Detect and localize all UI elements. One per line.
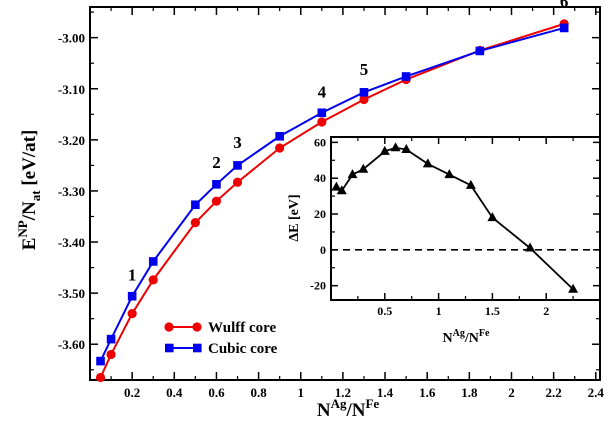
inset-data-point	[568, 283, 579, 293]
inset-x-tick-label: 1.5	[485, 304, 500, 318]
x-tick-label: 1.8	[461, 385, 478, 400]
data-point	[475, 46, 485, 56]
x-tick-label: 1.4	[377, 385, 394, 400]
y-tick-label: -3.60	[58, 337, 85, 352]
inset-x-axis-label-sup2: Fe	[479, 328, 490, 339]
x-tick-label: 2.2	[546, 385, 562, 400]
point-annotation: 2	[212, 153, 221, 172]
y-axis-label-sep: /N	[19, 201, 40, 221]
data-point	[96, 356, 105, 366]
inset-x-axis-label-base: N	[443, 331, 453, 346]
inset-data-point	[358, 163, 369, 173]
inset-y-tick-label: 60	[314, 135, 326, 149]
point-annotation: 1	[128, 265, 137, 284]
inset-data-point	[465, 179, 476, 189]
x-tick-label: 1	[297, 385, 304, 400]
inset-data-point	[331, 181, 342, 191]
inset-data-point	[347, 169, 358, 179]
point-annotation: 6	[560, 0, 569, 11]
y-tick-label: -3.50	[58, 286, 85, 301]
data-point	[148, 257, 158, 266]
data-point	[211, 196, 222, 206]
data-point	[95, 372, 106, 383]
inset-x-tick-label: 2	[543, 304, 549, 318]
inset-x-axis-label-sup: Ag	[453, 328, 465, 339]
data-point	[148, 275, 158, 285]
x-axis-label: NAg/NFe	[317, 396, 380, 421]
data-point	[401, 72, 411, 81]
inset-data-point	[525, 242, 536, 252]
x-tick-label: 2	[508, 385, 515, 400]
x-tick-label: 2.4	[588, 385, 605, 400]
data-point	[127, 308, 137, 319]
data-point	[275, 143, 285, 153]
y-tick-label: -3.40	[58, 235, 85, 250]
y-axis-label-unit: [eV/at]	[19, 130, 40, 191]
y-tick-label: -3.00	[58, 31, 85, 46]
x-tick-label: 0.6	[208, 385, 225, 400]
inset-data-point	[379, 145, 390, 155]
point-annotation: 5	[360, 60, 369, 79]
inset-y-tick-label: 40	[314, 171, 326, 185]
x-tick-label: 1.6	[419, 385, 436, 400]
x-axis-label-sup2: Fe	[365, 396, 379, 411]
inset-x-tick-label: 1	[436, 304, 442, 318]
inset-data-point	[336, 185, 347, 195]
x-axis-label-sup: Ag	[331, 396, 347, 411]
data-point	[559, 23, 569, 33]
legend-label: Cubic core	[208, 341, 278, 357]
data-point	[106, 349, 116, 360]
x-tick-label: 0.2	[124, 385, 140, 400]
data-point	[127, 291, 137, 301]
y-tick-label: -3.30	[58, 184, 85, 199]
inset-chart: 0.5 1 1.5 2 -20 0 20 40 60 NAg/NFe ΔE [eV]	[287, 135, 601, 346]
data-point	[191, 200, 200, 210]
inset-data-point	[444, 169, 455, 179]
inset-data-point	[390, 142, 401, 152]
data-point	[212, 180, 221, 189]
data-point	[232, 177, 243, 187]
data-point	[106, 334, 116, 344]
legend-marker	[164, 322, 174, 332]
data-point	[233, 161, 242, 170]
x-tick-label: 0.4	[166, 385, 183, 400]
point-annotation: 3	[233, 133, 242, 152]
data-point	[359, 88, 369, 97]
inset-y-axis-label: ΔE [eV]	[287, 194, 302, 241]
inset-data-point	[401, 144, 412, 154]
legend-marker	[165, 343, 174, 353]
x-axis-label-sep: /N	[345, 400, 365, 421]
data-point	[190, 218, 200, 228]
inset-x-tick-label: 0.5	[377, 304, 392, 318]
inset-y-tick-label: 0	[320, 243, 326, 257]
data-point	[359, 94, 369, 105]
legend-marker	[193, 343, 202, 353]
data-point	[275, 131, 284, 141]
legend-marker	[192, 322, 202, 332]
inset-data-point	[422, 158, 433, 168]
point-annotation: 4	[318, 82, 327, 101]
x-tick-label: 0.8	[250, 385, 267, 400]
y-axis-label-sup: NP	[15, 220, 30, 237]
y-axis-label: ENP/Nat [eV/at]	[15, 130, 43, 251]
legend-label: Wulff core	[208, 320, 277, 336]
y-tick-label: -3.10	[58, 82, 85, 97]
x-tick-label: 1.2	[335, 385, 351, 400]
inset-x-axis-label: NAg/NFe	[443, 328, 490, 346]
inset-x-axis-label-sep: /N	[464, 331, 479, 346]
x-axis-label-base: N	[317, 400, 331, 421]
data-point	[317, 108, 327, 118]
inset-y-tick-label: 20	[314, 207, 326, 221]
inset-y-tick-label: -20	[310, 279, 326, 293]
data-point	[317, 117, 327, 127]
main-chart: 0.2 0.4 0.6 0.8 1 1.2 1.4 1.6 1.8 2 2.2 2.4 -3.60 -3.…	[15, 0, 604, 421]
y-tick-label: -3.20	[58, 133, 85, 148]
inset-data-point	[487, 212, 498, 222]
y-axis-label-base: E	[19, 238, 40, 251]
y-axis-label-sub: at	[28, 190, 43, 202]
